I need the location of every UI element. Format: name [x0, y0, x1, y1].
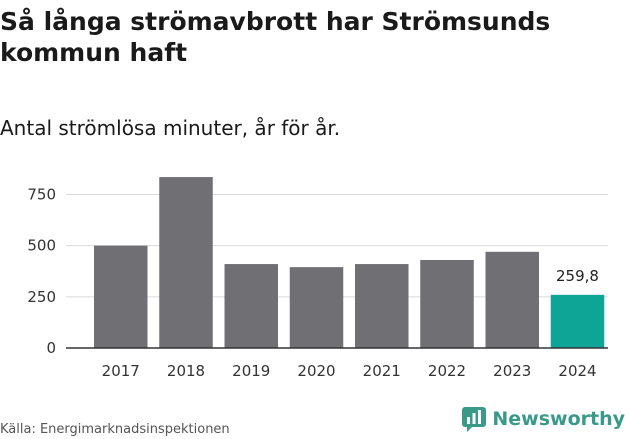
y-tick-label: 500 — [27, 237, 56, 255]
bar — [485, 251, 540, 348]
x-tick-label: 2022 — [428, 362, 466, 380]
y-tick-label: 0 — [46, 339, 56, 357]
newsworthy-icon — [462, 407, 487, 432]
bar — [159, 177, 213, 348]
x-tick-label: 2023 — [493, 362, 531, 380]
x-tick-label: 2018 — [167, 362, 205, 380]
bar — [289, 267, 344, 348]
x-tick-label: 2020 — [297, 362, 335, 380]
bar — [420, 259, 474, 348]
bar — [355, 264, 409, 348]
x-tick-label: 2024 — [558, 362, 596, 380]
x-tick-label: 2021 — [363, 362, 401, 380]
source-note: Källa: Energimarknadsinspektionen — [0, 422, 230, 437]
bar — [550, 294, 605, 348]
y-tick-label: 250 — [27, 288, 56, 306]
chart-title: Så långa strömavbrott har Strömsunds kom… — [0, 7, 551, 67]
chart-subtitle: Antal strömlösa minuter, år för år. — [0, 116, 341, 140]
bar-chart: 0 250 500 750 2017 2018 2019 2020 2021 2022 2023 20… — [27, 177, 608, 380]
x-tick-label: 2017 — [102, 362, 140, 380]
bar — [94, 245, 148, 348]
data-label: 259,8 — [556, 267, 599, 285]
bar — [224, 264, 279, 348]
brand-logo: Newsworthy — [461, 406, 625, 432]
brand-name: Newsworthy — [492, 408, 625, 430]
y-tick-label: 750 — [27, 185, 56, 203]
x-tick-label: 2019 — [232, 362, 270, 380]
